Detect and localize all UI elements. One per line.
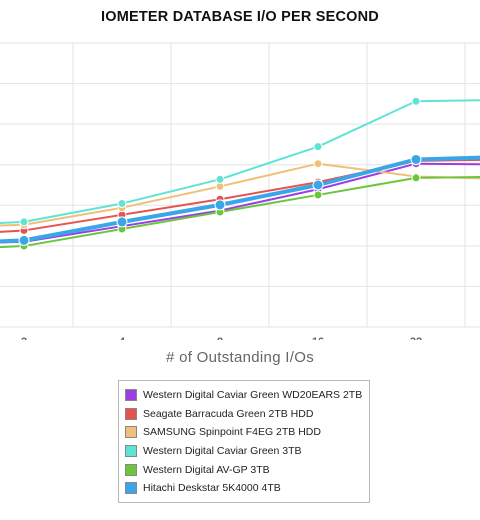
legend-swatch: [125, 426, 137, 439]
data-point: [116, 216, 128, 228]
data-point: [214, 199, 226, 211]
data-point: [313, 159, 323, 169]
data-point: [313, 142, 323, 152]
series-line: [0, 158, 480, 233]
legend-swatch: [125, 389, 137, 402]
data-point: [18, 234, 30, 246]
data-point: [19, 217, 29, 227]
series-4: [0, 96, 480, 227]
legend-swatch: [125, 463, 137, 476]
x-tick-label: 4: [119, 336, 126, 340]
series-3: [0, 159, 480, 230]
legend-label: Western Digital AV-GP 3TB: [143, 463, 270, 476]
legend-item: Seagate Barracuda Green 2TB HDD: [125, 405, 365, 424]
data-point: [313, 190, 323, 200]
x-tick-label: 2: [21, 336, 27, 340]
legend-item: SAMSUNG Spinpoint F4EG 2TB HDD: [125, 423, 365, 442]
legend-label: Western Digital Caviar Green WD20EARS 2T…: [143, 389, 363, 402]
legend-swatch: [125, 445, 137, 458]
grid: [0, 42, 480, 328]
legend-item: Hitachi Deskstar 5K4000 4TB: [125, 479, 365, 498]
data-point: [410, 153, 422, 165]
legend-swatch: [125, 482, 137, 495]
series-line: [0, 155, 480, 244]
legend-label: SAMSUNG Spinpoint F4EG 2TB HDD: [143, 426, 321, 439]
x-axis-label: # of Outstanding I/Os: [165, 349, 315, 366]
data-point: [117, 198, 127, 208]
legend-item: Western Digital Caviar Green 3TB: [125, 442, 365, 461]
chart-title: IOMETER DATABASE I/O PER SECOND: [101, 9, 379, 25]
legend-label: Seagate Barracuda Green 2TB HDD: [143, 407, 314, 420]
legend-label: Hitachi Deskstar 5K4000 4TB: [143, 482, 281, 495]
legend-swatch: [125, 407, 137, 420]
x-tick-label: 16: [312, 336, 324, 340]
legend: Western Digital Caviar Green WD20EARS 2T…: [118, 380, 370, 503]
legend-label: Western Digital Caviar Green 3TB: [143, 445, 302, 458]
series-6: [0, 153, 480, 246]
data-point: [312, 179, 324, 191]
x-tick-label: 32: [410, 336, 422, 340]
x-tick-label: 8: [217, 336, 223, 340]
legend-item: Western Digital Caviar Green WD20EARS 2T…: [125, 386, 365, 405]
series-2: [0, 156, 480, 235]
data-point: [411, 173, 421, 183]
data-point: [411, 96, 421, 106]
line-chart: 2 4 8 16 32: [0, 42, 480, 340]
legend-item: Western Digital AV-GP 3TB: [125, 460, 365, 479]
data-point: [215, 174, 225, 184]
